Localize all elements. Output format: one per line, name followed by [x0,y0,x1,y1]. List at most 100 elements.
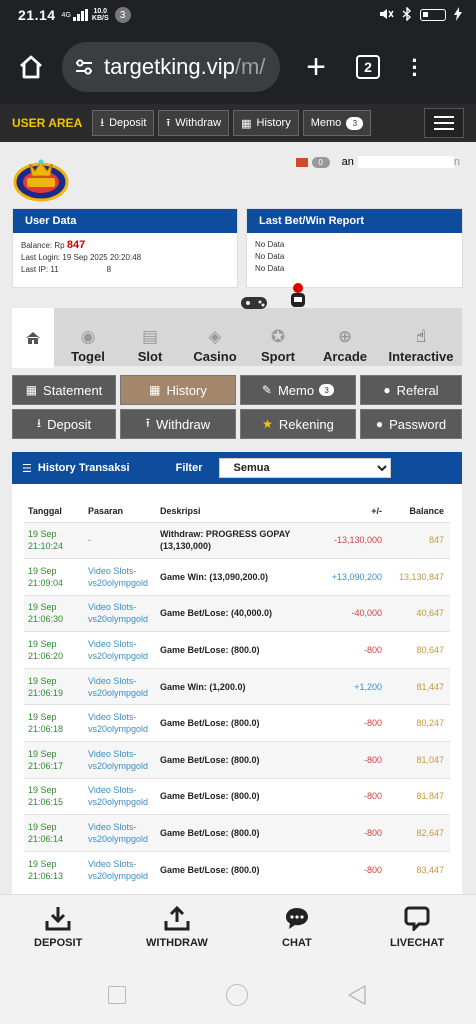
row-balance: 80,647 [388,631,450,669]
row-deskripsi: Game Bet/Lose: (800.0) [156,631,317,669]
ua-withdraw-button[interactable]: ⭱ Withdraw [158,110,230,136]
row-pasaran[interactable]: Video Slots-vs20olympgold [84,631,156,669]
tab-arcade[interactable]: ⊕ Arcade [322,314,368,364]
rekening-button[interactable]: ★ Rekening [240,409,356,439]
row-date-day: 19 Sep [28,785,57,796]
table-row: 19 Sep 21:06:18 Video Slots-vs20olympgold G… [24,704,450,742]
filter-label: Filter [175,462,203,474]
new-tab-button[interactable]: + [306,48,326,86]
ua-deposit-button[interactable]: ⭳ Deposit [92,110,155,136]
row-desc-line1: Game Bet/Lose: (800.0) [160,645,260,656]
row-date-time: 21:10:24 [28,541,64,552]
browser-menu-icon[interactable]: · · · [411,47,419,87]
withdraw-button[interactable]: ⭱ Withdraw [120,409,236,439]
row-desc-line1: Game Bet/Lose: (800.0) [160,864,260,875]
ua-history-button[interactable]: ▦ History [233,110,299,136]
row-date-time: 21:06:19 [28,687,64,698]
row-date-time: 21:06:15 [28,797,64,808]
row-pasaran[interactable]: Video Slots-vs20olympgold [84,704,156,742]
row-amount: -13,130,000 [316,521,388,559]
nav-withdraw[interactable]: WITHDRAW [146,905,208,949]
row-balance: 847 [388,521,450,559]
nav-livechat[interactable]: LIVECHAT [390,905,444,949]
recent-apps-button[interactable] [108,986,126,1004]
row-amount: -800 [316,741,388,779]
row-deskripsi: Game Bet/Lose: (800.0) [156,741,317,779]
row-desc-line1: Game Win: (1,200.0) [160,681,246,692]
calendar-icon: ▦ [25,383,38,397]
col-balance: Balance [409,505,444,516]
history-panel-header: ☰ History Transaksi Filter Semua [12,452,462,484]
row-pasaran-line1: Video Slots- [88,822,137,833]
tab-slot[interactable]: ▤ Slot [130,314,170,364]
row-date-day: 19 Sep [28,822,57,833]
statement-button[interactable]: ▦ Statement [12,375,116,405]
row-pasaran[interactable]: Video Slots-vs20olympgold [84,741,156,779]
history-label: History [166,382,207,398]
nav-withdraw-label: WITHDRAW [146,937,208,949]
filter-select[interactable]: Semua [218,458,391,478]
row-pasaran[interactable]: Video Slots-vs20olympgold [84,558,156,596]
home-icon [20,55,42,79]
history-button[interactable]: ▦ History [120,375,236,405]
nav-deposit-label: DEPOSIT [34,937,83,949]
speed-unit: KB/S [91,15,109,22]
row-balance: 13,130,847 [388,558,450,596]
hamburger-menu-icon[interactable] [424,108,464,138]
tab-switcher-button[interactable]: 2 [356,55,380,79]
browser-home-button[interactable] [16,52,46,82]
site-settings-icon[interactable] [74,58,94,76]
memo-button[interactable]: ✎ Memo 3 [240,375,356,405]
row-pasaran-line1: Video Slots- [88,748,137,759]
row-pasaran-line1: Video Slots- [88,639,137,650]
row-desc-line1: Game Bet/Lose: (800.0) [160,791,260,802]
last-bet-card: Last Bet/Win Report No Data No Data No D… [246,208,463,288]
row-pasaran-line2: vs20olympgold [88,577,149,588]
user-data-title: User Data [13,209,237,233]
deposit-icon: ⭳ [100,116,105,129]
referal-button[interactable]: ● Referal [360,375,462,405]
row-pasaran[interactable]: Video Slots-vs20olympgold [84,814,156,852]
table-row: 19 Sep 21:06:13 Video Slots-vs20olympgold G… [24,850,450,888]
row-pasaran[interactable]: Video Slots-vs20olympgold [84,850,156,888]
tab-casino[interactable]: ◈ Casino [192,314,238,364]
nav-chat-label: CHAT [282,937,312,949]
deposit-button[interactable]: ⭳ Deposit [12,409,116,439]
ua-memo-button[interactable]: Memo 3 [302,110,372,136]
row-balance: 81,047 [388,741,450,779]
site-logo[interactable] [12,152,70,204]
row-pasaran-line1: Video Slots- [88,675,137,686]
mail-icon[interactable] [295,157,308,167]
ball-icon: ✪ [270,327,286,346]
deposit-label: Deposit [47,416,92,432]
tab-home[interactable] [12,308,54,368]
url-host: targetking.vip [104,54,235,79]
table-header-row: Tanggal Pasaran Deskripsi +/- Balance [24,500,450,522]
android-home-button[interactable] [226,984,248,1006]
last-ip: Last IP: 11 8 [21,264,229,276]
tab-togel[interactable]: ◉ Togel [68,314,108,364]
user-area-bar: USER AREA ⭳ Deposit ⭱ Withdraw ▦ History Me… [0,104,476,142]
nav-chat[interactable]: CHAT [282,905,312,949]
row-desc-line1: Game Bet/Lose: (800.0) [160,828,260,839]
row-pasaran[interactable]: Video Slots-vs20olympgold [84,594,156,632]
password-button[interactable]: ● Password [360,409,462,439]
calendar-icon: ▦ [241,117,252,130]
list-icon: ☰ [22,462,32,475]
row-date-time: 21:06:13 [28,870,64,881]
network-speed: 10.0 KB/S [92,8,109,22]
table-row: 19 Sep 21:06:15 Video Slots-vs20olympgold G… [24,777,450,815]
tab-sport[interactable]: ✪ Sport [256,314,300,364]
row-pasaran[interactable]: Video Slots-vs20olympgold [84,667,156,705]
nav-deposit[interactable]: DEPOSIT [34,905,82,949]
tab-interactive[interactable]: ☝ Interactive [386,314,456,364]
row-pasaran[interactable]: Video Slots-vs20olympgold [84,777,156,815]
row-pasaran[interactable]: - [84,521,156,559]
row-deskripsi: Game Win: (13,090,200.0) [156,558,317,596]
username-suffix: n [453,156,460,168]
row-amount: -800 [316,777,388,815]
back-button[interactable] [346,984,368,1006]
address-bar[interactable]: targetking.vip/m/ [62,42,280,92]
deposit-icon: ⭳ [36,415,42,430]
user-icon: ● [375,417,384,431]
